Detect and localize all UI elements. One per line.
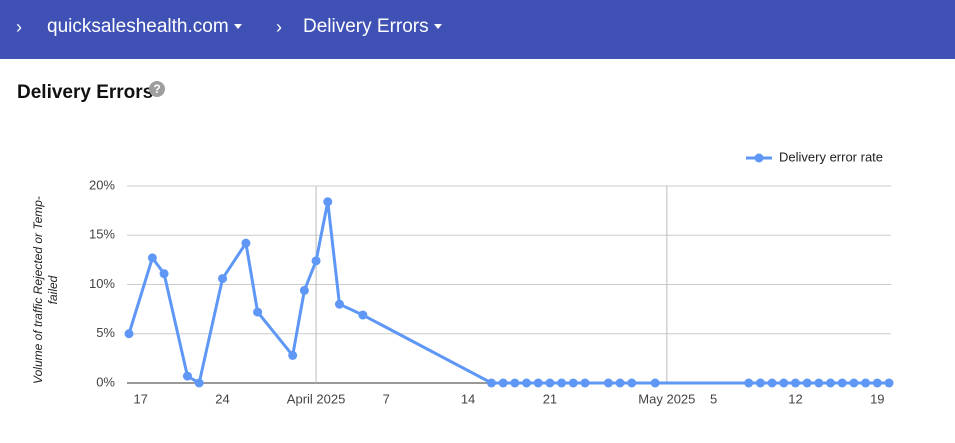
point xyxy=(814,378,824,388)
x-tick-label: 21 xyxy=(543,391,557,406)
point xyxy=(872,378,882,388)
y-tick-label: 5% xyxy=(96,325,115,340)
point xyxy=(849,378,859,388)
breadcrumb[interactable]: quicksaleshealth.com xyxy=(47,16,242,38)
x-tick-label: April 2025 xyxy=(287,391,346,406)
x-tick-label: 24 xyxy=(215,391,229,406)
y-axis-label: Volume of traffic Rejected or Temp-faile… xyxy=(31,196,60,384)
breadcrumb-text: Delivery Errors xyxy=(303,16,429,37)
point xyxy=(767,378,777,388)
help-icon[interactable]: ? xyxy=(149,81,165,97)
point xyxy=(826,378,836,388)
x-tick-label: 17 xyxy=(133,391,147,406)
y-tick-label: 10% xyxy=(89,276,115,291)
point xyxy=(510,378,520,388)
x-tick-label: 19 xyxy=(870,391,884,406)
point xyxy=(311,256,321,266)
breadcrumb-text: quicksaleshealth.com xyxy=(47,16,229,37)
point xyxy=(568,378,578,388)
chevron: › xyxy=(276,17,282,37)
line xyxy=(127,200,889,385)
point xyxy=(755,378,765,388)
legend-label: Delivery error rate xyxy=(779,149,883,164)
point xyxy=(627,378,637,388)
point xyxy=(358,310,368,320)
point xyxy=(790,378,800,388)
breadcrumb[interactable]: Delivery Errors xyxy=(303,16,442,38)
point xyxy=(557,378,567,388)
point xyxy=(323,197,333,207)
top-bar: › quicksaleshealth.com › Delivery Errors xyxy=(0,0,955,59)
point xyxy=(884,378,894,388)
point xyxy=(218,274,228,284)
point xyxy=(802,378,812,388)
x-tick-label: 7 xyxy=(383,391,390,406)
y-tick-label: 15% xyxy=(89,227,115,242)
point xyxy=(147,253,157,263)
point xyxy=(299,285,309,295)
y-tick-label: 20% xyxy=(89,177,115,192)
caret xyxy=(433,24,442,30)
point xyxy=(779,378,789,388)
point xyxy=(486,378,496,388)
point xyxy=(498,378,508,388)
y-tick-label: 0% xyxy=(96,374,115,389)
x-tick-label: 14 xyxy=(461,391,475,406)
point xyxy=(159,269,169,279)
point xyxy=(334,299,344,309)
legend-marker xyxy=(754,153,764,163)
point xyxy=(194,378,204,388)
point xyxy=(615,378,625,388)
chevron: › xyxy=(16,17,22,37)
caret xyxy=(233,24,242,30)
point xyxy=(650,378,660,388)
point xyxy=(744,378,754,388)
point xyxy=(533,378,543,388)
x-tick-label: 5 xyxy=(710,391,717,406)
point xyxy=(182,371,192,381)
point xyxy=(253,307,263,317)
x-tick-label: 12 xyxy=(788,391,802,406)
x-tick-label: May 2025 xyxy=(638,391,695,406)
point xyxy=(837,378,847,388)
page-title: Delivery Errors xyxy=(17,82,154,103)
point xyxy=(288,350,298,360)
point xyxy=(522,378,532,388)
point xyxy=(241,238,251,248)
point xyxy=(603,378,613,388)
point xyxy=(861,378,871,388)
point xyxy=(124,329,134,339)
point xyxy=(545,378,555,388)
point xyxy=(580,378,590,388)
